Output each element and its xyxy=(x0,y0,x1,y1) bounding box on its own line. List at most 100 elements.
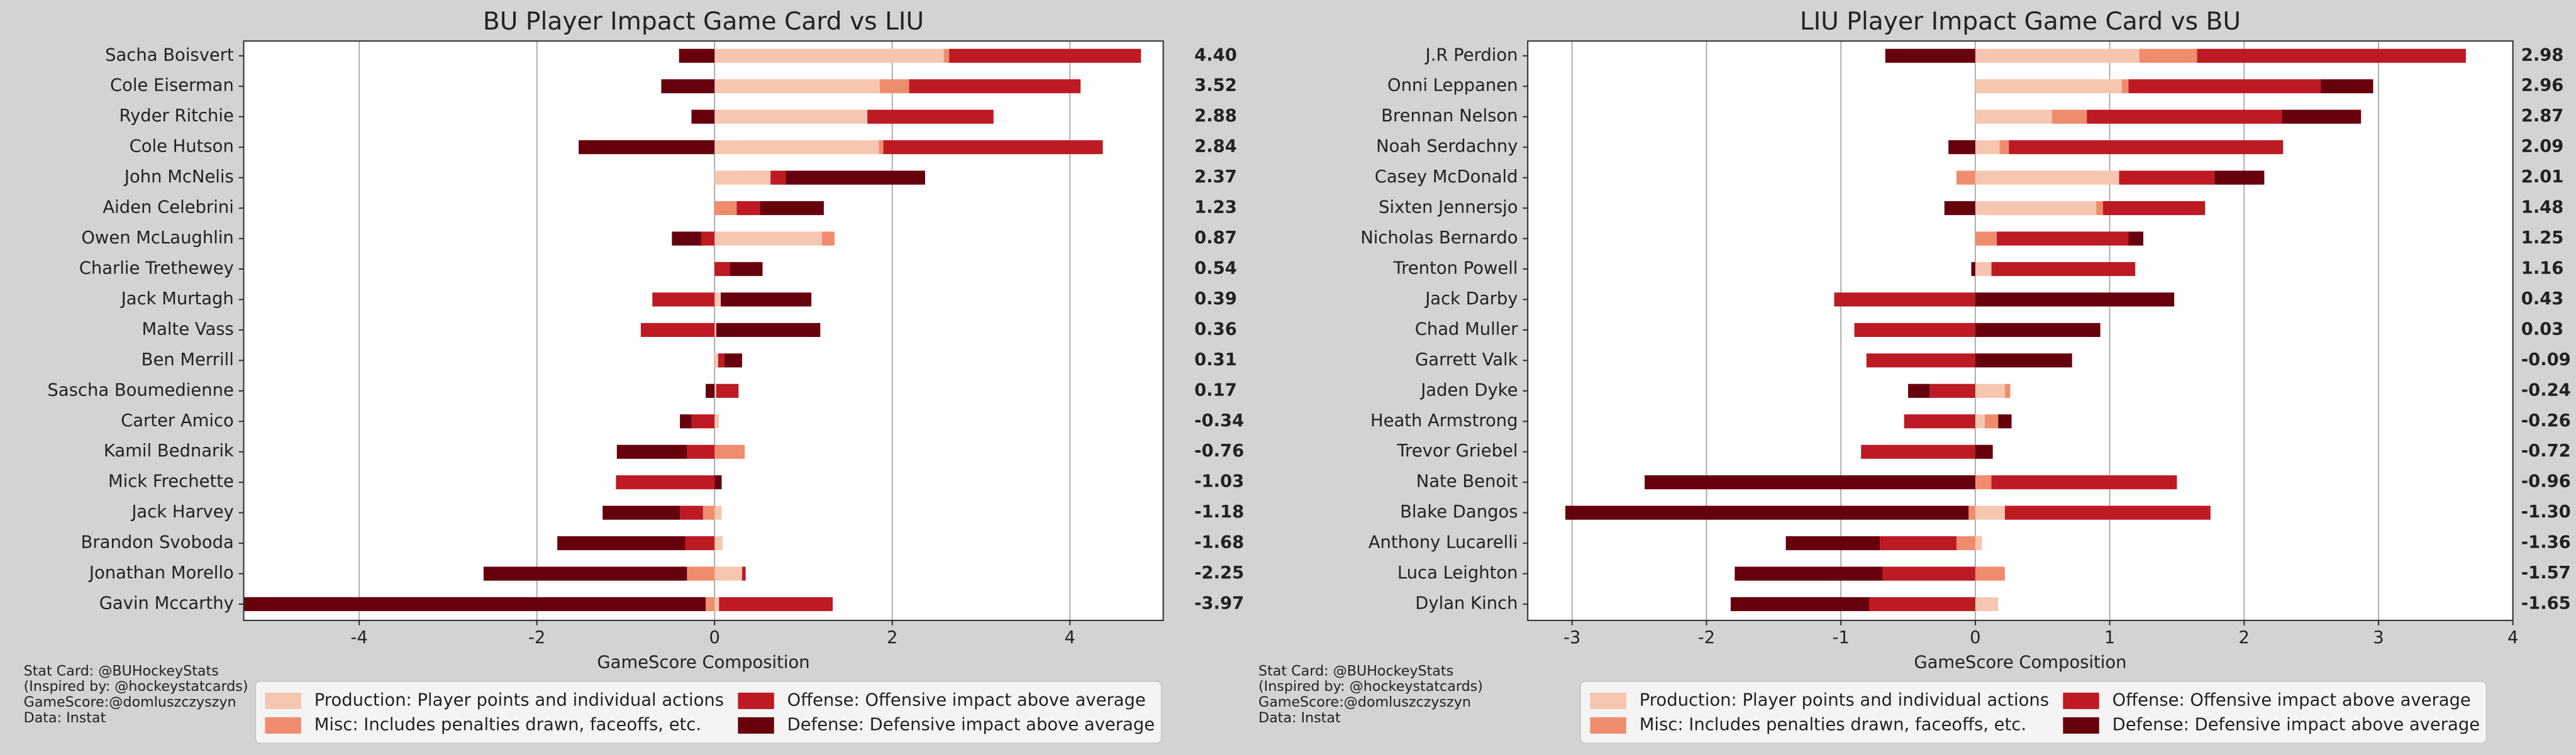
legend-swatch xyxy=(1590,717,1626,734)
total-label: 2.98 xyxy=(2521,45,2564,65)
x-tick-label: 4 xyxy=(2507,628,2518,648)
bar-segment xyxy=(1854,322,1975,337)
bar-segment xyxy=(736,201,760,216)
bar-segment xyxy=(714,536,723,551)
bar-segment xyxy=(2121,79,2129,94)
total-label: 0.87 xyxy=(1194,228,1237,248)
bar-segment xyxy=(730,262,763,277)
y-tick-label: Jack Murtagh xyxy=(120,289,234,309)
total-label: -1.65 xyxy=(2521,594,2571,614)
note: Stat Card: @BUHockeyStats xyxy=(24,663,219,679)
x-tick-label: 2 xyxy=(2239,628,2250,648)
bar-segment xyxy=(1730,597,1870,612)
bar-segment xyxy=(716,383,739,398)
bar-segment xyxy=(1956,170,1975,185)
total-label: 0.17 xyxy=(1194,380,1237,400)
total-label: -1.03 xyxy=(1194,472,1244,492)
note: Data: Instat xyxy=(24,710,106,726)
bar-segment xyxy=(1975,505,2005,520)
bar-segment xyxy=(741,566,746,581)
bar-segment xyxy=(718,353,724,368)
bar-segment xyxy=(1975,292,2175,307)
bar-segment xyxy=(1861,444,1975,459)
bar-segment xyxy=(822,231,835,246)
total-label: 0.43 xyxy=(2521,289,2564,309)
total-label: -3.97 xyxy=(1194,594,1244,614)
y-tick-label: Casey McDonald xyxy=(1375,167,1518,187)
bar-segment xyxy=(909,79,1081,94)
y-tick-label: Mick Frechette xyxy=(108,472,234,492)
x-tick-label: 3 xyxy=(2373,628,2384,648)
bar-segment xyxy=(1645,475,1975,490)
y-tick-label: Gavin Mccarthy xyxy=(99,594,234,614)
bar-segment xyxy=(1735,566,1883,581)
total-label: -0.34 xyxy=(1194,411,1244,431)
bar-segment xyxy=(557,536,686,551)
bar-segment xyxy=(714,79,880,94)
legend-label: Misc: Includes penalties drawn, faceoffs… xyxy=(314,715,701,735)
bar-segment xyxy=(1885,48,1975,63)
bar-segment xyxy=(687,444,715,459)
y-tick-label: Onni Leppanen xyxy=(1387,76,1518,96)
total-label: -0.24 xyxy=(2521,380,2571,400)
bar-segment xyxy=(702,505,715,520)
y-tick-label: Anthony Lucarelli xyxy=(1368,533,1518,553)
bar-segment xyxy=(714,353,718,368)
bar-segment xyxy=(760,201,824,216)
bar-segment xyxy=(1956,536,1975,551)
bar-segment xyxy=(1975,201,2097,216)
bar-segment xyxy=(714,292,721,307)
y-tick-label: Aiden Celebrini xyxy=(103,198,233,218)
legend-swatch xyxy=(738,692,774,709)
bar-segment xyxy=(867,109,994,124)
legend-label: Production: Player points and individual… xyxy=(1640,690,2049,710)
bar-segment xyxy=(1991,475,2177,490)
y-tick-label: Sixten Jennersjo xyxy=(1379,198,1518,218)
total-label: 2.96 xyxy=(2521,76,2564,96)
legend-label: Defense: Defensive impact above average xyxy=(787,715,1155,735)
total-label: -0.09 xyxy=(2521,350,2571,370)
bar-segment xyxy=(714,170,771,185)
y-tick-label: Brandon Svoboda xyxy=(81,533,234,553)
bar-segment xyxy=(2004,505,2211,520)
bar-segment xyxy=(1975,170,2119,185)
bar-segment xyxy=(652,292,715,307)
legend-label: Defense: Defensive impact above average xyxy=(2112,715,2480,735)
y-tick-label: Nicholas Bernardo xyxy=(1360,228,1518,248)
bar-segment xyxy=(2321,79,2373,94)
bar-segment xyxy=(1975,383,2005,398)
bar-segment xyxy=(714,322,717,337)
bar-segment xyxy=(1975,597,1999,612)
bar-segment xyxy=(724,353,742,368)
bar-segment xyxy=(714,231,823,246)
bar-segment xyxy=(616,475,715,490)
total-label: -1.57 xyxy=(2521,563,2571,583)
y-tick-label: Garrett Valk xyxy=(1415,350,1518,370)
bar-segment xyxy=(706,383,715,398)
bar-segment xyxy=(483,566,687,581)
y-tick-label: Dylan Kinch xyxy=(1415,594,1518,614)
y-tick-label: J.R Perdion xyxy=(1424,45,1518,65)
bar-segment xyxy=(1975,566,2005,581)
total-label: 2.37 xyxy=(1194,167,1237,187)
legend-swatch xyxy=(738,717,774,734)
x-tick-label: 4 xyxy=(1065,628,1075,648)
y-tick-label: Cole Eiserman xyxy=(110,76,234,96)
total-label: 2.84 xyxy=(1194,137,1237,157)
y-tick-label: Jack Darby xyxy=(1424,289,1518,309)
total-label: -0.96 xyxy=(2521,472,2571,492)
y-tick-label: Chad Muller xyxy=(1415,319,1519,339)
legend-label: Offense: Offensive impact above average xyxy=(2112,690,2471,710)
total-label: -1.36 xyxy=(2521,533,2571,553)
y-tick-label: Nate Benoit xyxy=(1416,472,1518,492)
bar-segment xyxy=(602,505,680,520)
total-label: 0.39 xyxy=(1194,289,1237,309)
bar-segment xyxy=(2128,231,2143,246)
bar-segment xyxy=(2139,48,2197,63)
bar-segment xyxy=(714,48,944,63)
total-label: 1.48 xyxy=(2521,198,2564,218)
total-label: 0.54 xyxy=(1194,258,1237,278)
bar-segment xyxy=(1975,262,1992,277)
